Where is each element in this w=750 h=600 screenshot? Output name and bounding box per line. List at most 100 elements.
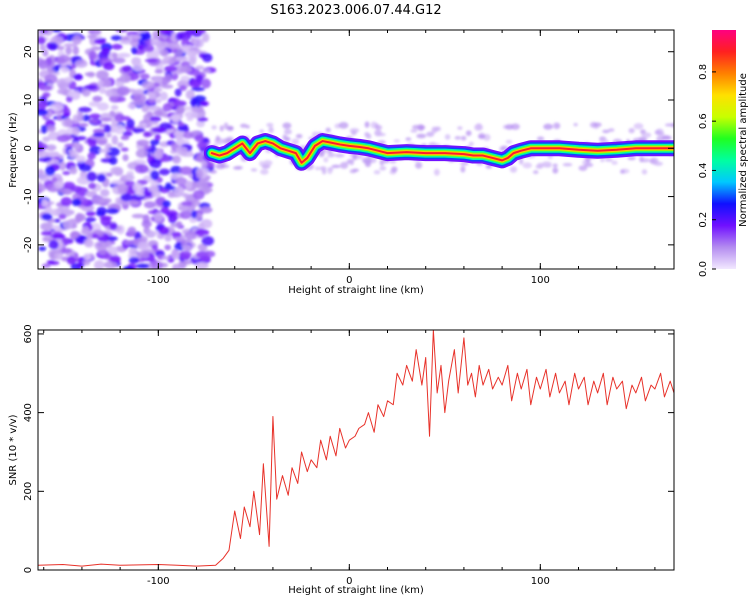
noise-blob xyxy=(67,149,77,154)
noise-blob xyxy=(536,136,545,142)
noise-blob xyxy=(96,135,108,146)
noise-blob xyxy=(150,260,163,269)
snr-ytick-label: 0 xyxy=(23,567,34,573)
noise-blob xyxy=(209,169,217,174)
noise-blob xyxy=(81,114,91,122)
noise-blob xyxy=(117,52,131,58)
noise-blob xyxy=(146,50,159,61)
noise-blob xyxy=(51,225,61,230)
colorbar-label: Normalized spectral amplitude xyxy=(738,73,749,227)
noise-blob xyxy=(54,180,65,190)
noise-blob xyxy=(633,123,644,130)
noise-blob xyxy=(181,44,190,54)
noise-blob xyxy=(109,255,121,263)
colorbar-tick-label: 0.2 xyxy=(698,212,709,228)
noise-blob xyxy=(170,165,183,175)
snr-panel: -100 0 100 0 200 400 600 Height of straight li… xyxy=(8,324,675,596)
colorbar-tick-label: 0.6 xyxy=(698,113,709,129)
noise-blob xyxy=(379,166,387,171)
noise-blob xyxy=(583,162,594,168)
noise-blob xyxy=(154,69,164,74)
noise-blob xyxy=(132,62,144,72)
noise-blob xyxy=(282,122,292,129)
noise-blob xyxy=(393,139,400,143)
noise-blob xyxy=(460,165,466,173)
noise-blob xyxy=(63,43,78,48)
noise-blob xyxy=(195,30,206,35)
noise-blob xyxy=(94,241,107,251)
noise-blob xyxy=(127,226,137,237)
noise-blob xyxy=(171,231,182,238)
noise-blob xyxy=(91,233,99,239)
noise-blob xyxy=(92,132,105,138)
noise-blob xyxy=(93,260,105,269)
noise-blob xyxy=(180,61,191,67)
noise-blob xyxy=(181,201,194,207)
noise-blob xyxy=(109,222,118,230)
noise-blob xyxy=(262,160,273,166)
noise-blob xyxy=(75,155,86,163)
noise-blob xyxy=(38,157,52,162)
noise-blob xyxy=(159,48,169,57)
noise-blob xyxy=(126,118,135,129)
noise-blob xyxy=(181,260,193,265)
noise-blob xyxy=(562,163,573,167)
colorbar-tick-label: 0.8 xyxy=(698,64,709,80)
noise-blob xyxy=(259,160,264,167)
noise-blob xyxy=(39,44,46,51)
noise-blob xyxy=(105,132,112,138)
noise-blob xyxy=(608,128,615,132)
noise-blob xyxy=(184,111,199,118)
noise-blob xyxy=(74,59,88,68)
noise-blob xyxy=(151,244,159,251)
noise-blob xyxy=(134,164,149,174)
noise-blob xyxy=(164,65,178,72)
ridge-band xyxy=(210,140,674,164)
noise-blob xyxy=(349,128,360,133)
noise-blob xyxy=(105,208,119,214)
noise-blob xyxy=(179,166,193,176)
noise-blob xyxy=(135,263,150,269)
noise-blob xyxy=(323,157,329,163)
noise-blob xyxy=(120,147,129,152)
noise-blob xyxy=(478,135,486,139)
noise-blob xyxy=(78,106,92,113)
noise-blob xyxy=(59,161,66,171)
noise-blob xyxy=(100,188,110,197)
noise-blob xyxy=(66,256,76,265)
noise-blob xyxy=(344,161,349,165)
noise-blob xyxy=(57,88,70,95)
noise-blob xyxy=(70,230,80,239)
noise-blob xyxy=(159,91,168,101)
noise-blob xyxy=(97,79,105,88)
noise-blob xyxy=(578,165,588,171)
noise-blob xyxy=(109,156,118,166)
noise-blob xyxy=(172,263,181,269)
noise-blob xyxy=(375,125,383,130)
noise-blob xyxy=(143,201,156,209)
noise-blob xyxy=(69,166,78,175)
noise-blob xyxy=(185,89,195,100)
noise-blob xyxy=(100,216,112,227)
noise-blob xyxy=(444,134,451,140)
noise-blob xyxy=(38,36,46,45)
noise-blob xyxy=(620,169,625,174)
noise-blob xyxy=(96,173,106,183)
noise-blob xyxy=(177,126,190,132)
noise-blob xyxy=(114,124,125,135)
noise-blob xyxy=(96,102,109,111)
noise-blob xyxy=(81,226,90,235)
noise-blob xyxy=(149,139,160,146)
noise-blob xyxy=(509,166,518,173)
noise-blob xyxy=(160,206,170,215)
noise-blob xyxy=(139,250,150,259)
noise-blob xyxy=(158,226,170,235)
snr-ytick-label: 400 xyxy=(23,403,34,422)
noise-blob xyxy=(365,133,372,140)
noise-blob xyxy=(190,86,205,92)
noise-blob xyxy=(38,169,44,175)
noise-blob xyxy=(158,168,170,176)
noise-blob xyxy=(105,88,116,98)
noise-blob xyxy=(84,72,96,77)
noise-blob xyxy=(204,250,216,258)
